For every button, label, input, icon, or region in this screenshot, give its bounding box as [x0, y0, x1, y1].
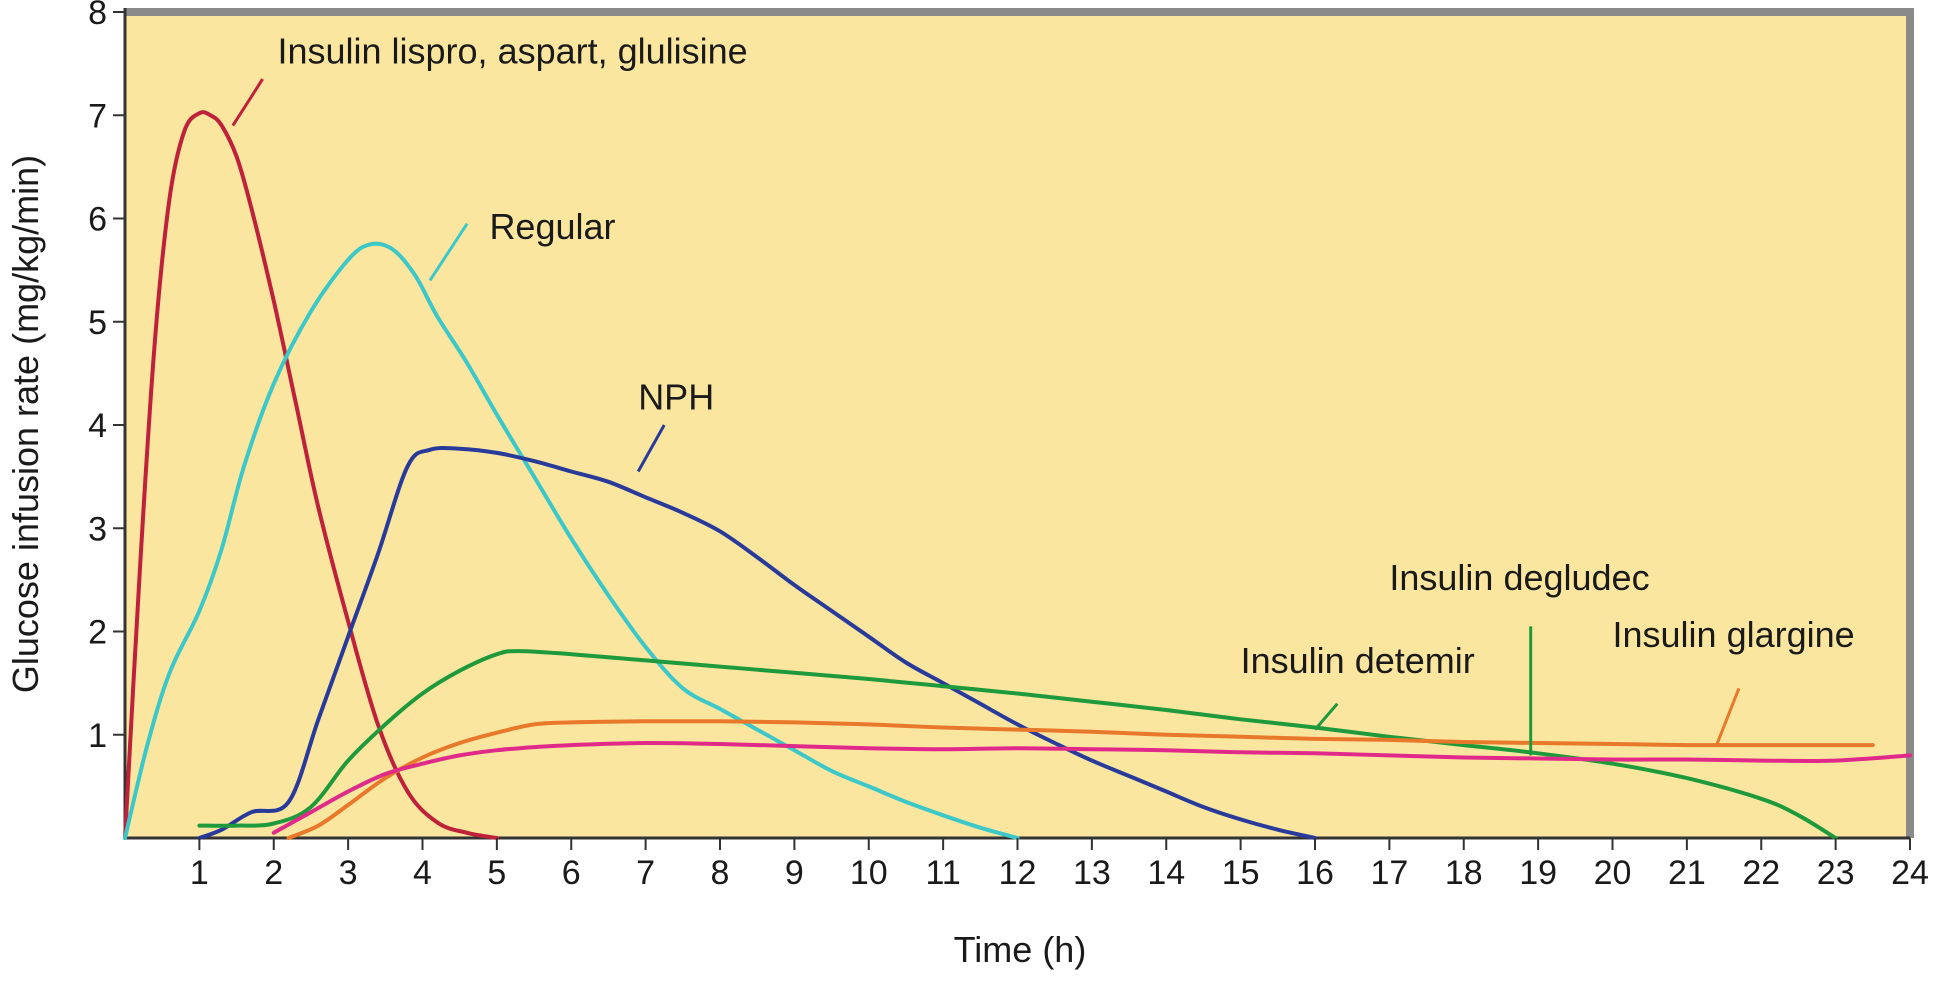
x-tick-label: 24 [1891, 854, 1929, 892]
x-tick-label: 9 [785, 854, 804, 892]
x-tick-label: 1 [190, 854, 209, 892]
x-tick-label: 15 [1222, 854, 1260, 892]
series-line-nph [197, 445, 1317, 840]
y-axis-ticks: 1 2 3 4 5 6 7 8 [88, 0, 125, 755]
x-tick-label: 2 [264, 854, 283, 892]
x-tick-label: 13 [1073, 854, 1111, 892]
x-tick-label: 5 [487, 854, 506, 892]
series-line-insulin-glargine [271, 740, 1912, 835]
x-tick-label: 23 [1817, 854, 1855, 892]
y-tick-label: 3 [88, 510, 107, 548]
leader-regular [428, 222, 469, 282]
series-curves [123, 110, 1912, 840]
x-tick-label: 18 [1445, 854, 1483, 892]
x-tick-label: 21 [1668, 854, 1706, 892]
series-label-insulin-glargine: Insulin glargine [1613, 614, 1855, 655]
x-tick-label: 6 [562, 854, 581, 892]
x-tick-label: 10 [850, 854, 888, 892]
x-tick-label: 17 [1370, 854, 1408, 892]
x-axis-ticks: 1 2 3 4 5 6 7 8 9 10 11 12 13 14 15 16 17 18 19 20 21 22 23 24 [190, 838, 1929, 892]
series-line-insulin-lispro-aspart-glulisine [123, 110, 499, 840]
series-label-insulin-degludec: Insulin degludec [1389, 557, 1649, 598]
plot-background [125, 12, 1910, 838]
series-line-insulin-degludec [197, 649, 1838, 840]
y-axis-title: Glucose infusion rate (mg/kg/min) [5, 155, 46, 693]
x-tick-label: 19 [1519, 854, 1557, 892]
series-label-insulin-detemir: Insulin detemir [1241, 640, 1475, 681]
series-line-insulin-detemir [286, 719, 1875, 840]
series-line-regular [123, 241, 1020, 840]
x-tick-label: 4 [413, 854, 432, 892]
x-tick-label: 16 [1296, 854, 1334, 892]
x-tick-label: 11 [925, 854, 960, 892]
y-tick-label: 2 [88, 614, 107, 652]
leader-insulin-lispro-aspart-glulisine [231, 78, 264, 127]
x-tick-label: 3 [339, 854, 358, 892]
y-tick-label: 5 [88, 304, 107, 342]
y-tick-label: 7 [88, 97, 107, 135]
x-axis-title: Time (h) [954, 929, 1087, 970]
series-label-insulin-lispro-aspart-glulisine: Insulin lispro, aspart, glulisine [277, 31, 747, 72]
leader-nph [636, 424, 666, 473]
leader-insulin-glargine [1715, 687, 1741, 746]
x-tick-label: 22 [1742, 854, 1780, 892]
leader-insulin-detemir [1313, 702, 1339, 731]
annotation-leaders [231, 78, 1741, 756]
annotation-labels: Insulin lispro, aspart, glulisine Regular… [277, 31, 1854, 681]
x-tick-label: 12 [999, 854, 1037, 892]
x-tick-label: 20 [1594, 854, 1632, 892]
x-tick-label: 14 [1147, 854, 1185, 892]
x-tick-label: 7 [636, 854, 655, 892]
y-tick-label: 1 [88, 717, 107, 755]
y-tick-label: 4 [88, 407, 107, 445]
y-tick-label: 6 [88, 201, 107, 239]
x-tick-label: 8 [711, 854, 730, 892]
series-label-regular: Regular [489, 206, 615, 247]
series-label-nph: NPH [638, 377, 714, 418]
y-tick-label: 8 [88, 0, 107, 32]
